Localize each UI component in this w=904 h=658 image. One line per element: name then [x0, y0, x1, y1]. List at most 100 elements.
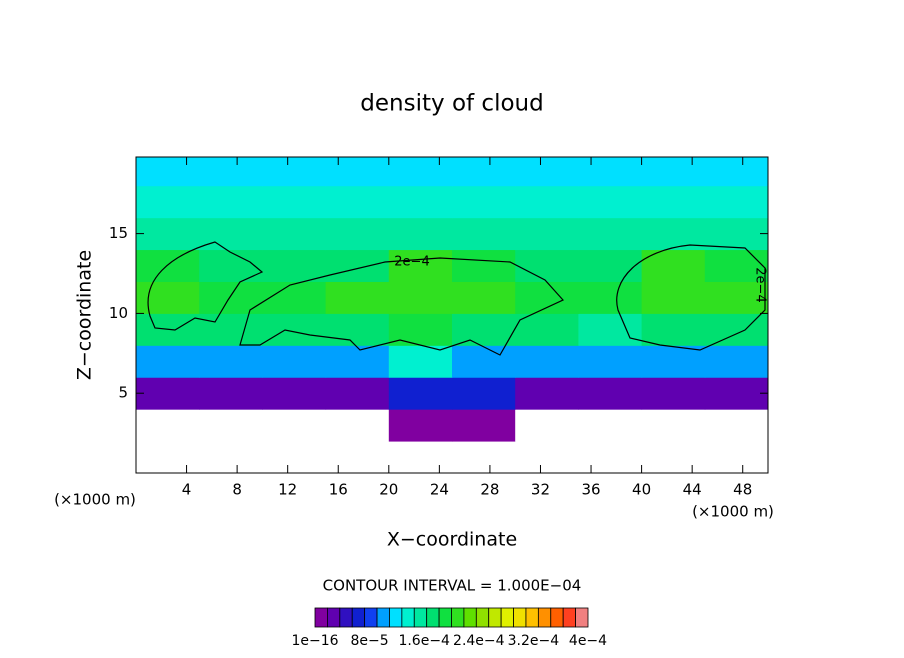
x-tick-label: 8 [232, 481, 242, 499]
colorbar: 1e−16 8e−5 1.6e−4 2.4e−4 3.2e−4 4e−4 [291, 607, 607, 649]
field-cell [578, 409, 643, 442]
x-tick-label: 28 [480, 481, 499, 499]
field-cell [641, 377, 706, 410]
field-cell [515, 313, 579, 346]
field-cell [641, 185, 706, 219]
field-cell [704, 249, 768, 282]
field-cell [452, 249, 516, 282]
field-cell [578, 217, 643, 251]
field-cell [388, 217, 453, 251]
contour-label: 2e−4 [394, 255, 429, 270]
field-cell [452, 281, 516, 314]
colorbar-box [351, 607, 366, 628]
colorbar-box [562, 607, 576, 628]
field-cell [578, 313, 643, 346]
field-cell [641, 441, 706, 473]
field-cell [452, 313, 516, 346]
colorbar-tick-label: 4e−4 [569, 633, 607, 649]
field-cell [262, 345, 327, 378]
x-tick-label: 12 [278, 481, 297, 499]
field-cell [704, 217, 768, 251]
colorbar-box [426, 607, 440, 628]
colorbar-tick-label: 8e−5 [351, 633, 389, 649]
field-cell [136, 377, 200, 410]
field-cell [515, 249, 579, 282]
field-cell [388, 281, 453, 314]
field-cell [325, 249, 390, 282]
x-tick-label: 16 [329, 481, 348, 499]
field-cell [136, 185, 200, 219]
contours [147, 241, 766, 356]
field-cell [262, 409, 327, 442]
field-cell [388, 157, 453, 187]
field-cell [199, 345, 263, 378]
field-cell [704, 441, 768, 473]
field-cell [641, 409, 706, 442]
x-tick-label: 32 [531, 481, 550, 499]
field-cell [388, 185, 453, 219]
field-cell [199, 249, 263, 282]
field-cell [515, 345, 579, 378]
x-axis-label: X−coordinate [387, 529, 517, 551]
colorbar-box [537, 607, 552, 628]
colorbar-box [513, 607, 527, 628]
field [136, 157, 768, 473]
field-cell [515, 185, 579, 219]
field-cell [325, 217, 390, 251]
colorbar-box [550, 607, 564, 628]
field-cell [325, 441, 390, 473]
contour-line [147, 241, 264, 331]
field-cell [325, 409, 390, 442]
field-cell [325, 185, 390, 219]
field-cell [388, 377, 453, 410]
field-cell [262, 441, 327, 473]
colorbar-box [401, 607, 415, 628]
contour-interval: CONTOUR INTERVAL = 1.000E−04 [323, 577, 582, 595]
field-cell [262, 249, 327, 282]
colorbar-box [438, 607, 452, 628]
colorbar-box [364, 607, 378, 628]
field-cell [704, 281, 768, 314]
field-cell [388, 345, 453, 378]
x-tick-label: 4 [182, 481, 192, 499]
field-cell [704, 185, 768, 219]
field-cell [199, 157, 263, 187]
colorbar-box [376, 607, 390, 628]
field-cell [515, 377, 579, 410]
chart-title: density of cloud [360, 91, 543, 117]
colorbar-box [463, 607, 477, 628]
field-cell [452, 345, 516, 378]
colorbar-box [327, 607, 341, 628]
field-cell [578, 441, 643, 473]
field-cell [704, 409, 768, 442]
field-cell [704, 345, 768, 378]
field-cell [136, 441, 200, 473]
field-cell [515, 281, 579, 314]
field-cell [641, 281, 706, 314]
x-tick-label: 44 [683, 481, 702, 499]
colorbar-tick-label: 3.2e−4 [508, 633, 560, 649]
colorbar-tick-label: 1e−16 [291, 633, 338, 649]
field-cell [515, 441, 579, 473]
field-cell [262, 313, 327, 346]
field-cell [325, 281, 390, 314]
colorbar-box [500, 607, 514, 628]
field-cell [199, 409, 263, 442]
plot-frame [135, 156, 769, 474]
z-unit-label: (×1000 m) [54, 491, 136, 509]
field-cell [578, 345, 643, 378]
field-cell [199, 281, 263, 314]
y-tick-label: 5 [118, 384, 128, 402]
colorbar-tick-label: 1.6e−4 [398, 633, 450, 649]
x-unit-label: (×1000 m) [692, 503, 774, 521]
field-cell [262, 185, 327, 219]
colorbar-box [389, 607, 403, 628]
field-cell [136, 157, 200, 187]
field-cell [199, 217, 263, 251]
field-cell [641, 313, 706, 346]
field-cell [641, 157, 706, 187]
field-cell [641, 345, 706, 378]
field-cell [325, 377, 390, 410]
field-cell [262, 217, 327, 251]
x-tick-label: 24 [430, 481, 449, 499]
